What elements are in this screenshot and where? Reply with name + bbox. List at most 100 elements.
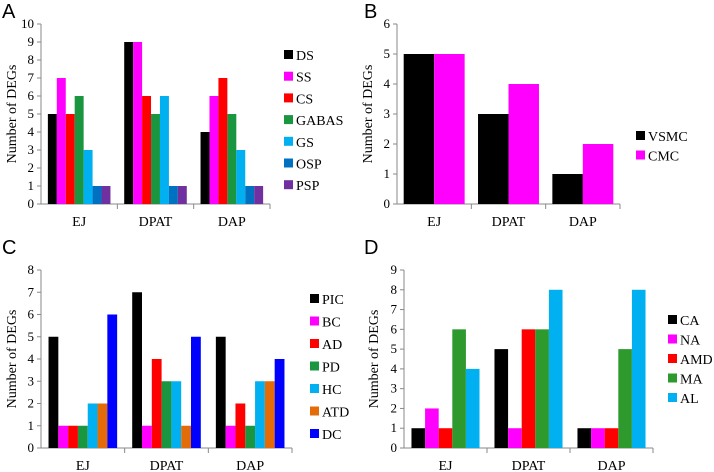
- bar-ma-dap: [618, 349, 632, 448]
- bar-bc-dap: [225, 425, 236, 448]
- bar-bc-dpat: [141, 425, 152, 448]
- bar-pic-dap: [215, 336, 226, 448]
- y-tick-label: 6: [391, 321, 398, 336]
- bar-gabas-dap: [227, 114, 237, 204]
- bar-osp-dap: [245, 186, 255, 204]
- bar-ds-ej: [47, 114, 57, 204]
- x-tick-label: EJ: [76, 459, 91, 472]
- legend-label: AL: [680, 392, 699, 407]
- legend-label: MA: [680, 373, 703, 388]
- bar-ds-dpat: [124, 42, 134, 204]
- bar-cmc-dpat: [508, 84, 539, 204]
- y-tick-label: 7: [28, 284, 35, 299]
- y-tick-label: 0: [28, 440, 35, 455]
- x-tick-label: DPAT: [150, 459, 184, 472]
- panel-label: D: [364, 237, 378, 259]
- bar-gs-ej: [83, 150, 93, 204]
- panel-label: A: [2, 1, 16, 23]
- bar-al-dpat: [548, 289, 563, 448]
- bar-pic-ej: [48, 336, 59, 448]
- bar-ca-dpat: [494, 349, 509, 448]
- bar-cmc-dap: [582, 144, 614, 204]
- x-tick-label: DAP: [218, 215, 246, 230]
- legend-swatch: [310, 294, 319, 303]
- bar-al-ej: [465, 368, 480, 448]
- y-tick-label: 1: [391, 420, 398, 435]
- bar-osp-ej: [92, 186, 102, 204]
- bar-pic-dpat: [132, 292, 142, 448]
- legend-swatch: [284, 158, 293, 168]
- x-tick-label: DAP: [236, 459, 264, 472]
- bar-psp-ej: [101, 186, 111, 204]
- x-tick-label: DPAT: [139, 215, 173, 230]
- bar-atd-dap: [264, 381, 275, 448]
- legend-label: PSP: [296, 179, 320, 194]
- bar-gs-dap: [236, 150, 246, 204]
- legend-label: ATD: [322, 406, 349, 421]
- x-tick-label: DAP: [569, 215, 597, 230]
- bar-ss-dap: [209, 96, 219, 204]
- x-tick-label: EJ: [427, 215, 442, 230]
- bar-pd-dpat: [161, 381, 172, 448]
- bar-ss-dpat: [133, 42, 143, 204]
- bar-ma-ej: [452, 329, 466, 448]
- bar-amd-dap: [604, 428, 619, 448]
- legend-swatch: [668, 315, 677, 324]
- x-tick-label: EJ: [72, 215, 87, 230]
- bar-na-ej: [425, 408, 439, 448]
- legend-label: PD: [322, 361, 340, 376]
- legend-swatch: [284, 136, 293, 146]
- legend-label: BC: [322, 316, 341, 331]
- bar-hc-dpat: [171, 381, 182, 448]
- y-tick-label: 5: [384, 46, 391, 61]
- y-tick-label: 4: [391, 361, 398, 376]
- y-tick-label: 2: [384, 136, 391, 151]
- y-tick-label: 6: [384, 16, 391, 31]
- y-tick-label: 0: [391, 440, 398, 455]
- legend-label: OSP: [296, 158, 322, 173]
- y-axis-label: Number of DEGs: [367, 310, 382, 409]
- y-tick-label: 8: [391, 282, 398, 297]
- bar-atd-ej: [97, 403, 108, 448]
- legend-swatch: [668, 334, 677, 344]
- bar-psp-dpat: [177, 186, 187, 204]
- y-tick-label: 9: [391, 262, 398, 277]
- bar-dc-dpat: [191, 336, 201, 448]
- x-tick-label: EJ: [439, 459, 454, 472]
- y-tick-label: 5: [391, 341, 398, 356]
- legend-label: GS: [296, 136, 314, 151]
- bar-cs-ej: [65, 114, 75, 204]
- legend-swatch: [636, 150, 645, 160]
- legend-label: VSMC: [648, 130, 688, 145]
- y-tick-label: 2: [28, 160, 35, 175]
- bar-dc-ej: [107, 314, 118, 448]
- bar-ca-ej: [411, 428, 426, 448]
- bar-atd-dpat: [181, 425, 192, 448]
- bar-gs-dpat: [159, 96, 169, 204]
- y-tick-label: 8: [28, 262, 35, 277]
- legend-swatch: [310, 316, 319, 326]
- bar-pd-dap: [245, 425, 256, 448]
- legend-swatch: [310, 339, 319, 348]
- y-tick-label: 3: [391, 381, 398, 396]
- y-axis-label: Number of DEGs: [361, 65, 376, 164]
- y-tick-label: 9: [28, 34, 35, 49]
- bar-bc-ej: [58, 425, 69, 448]
- y-tick-label: 3: [28, 142, 35, 157]
- y-tick-label: 6: [28, 88, 35, 103]
- legend-label: DC: [322, 428, 341, 443]
- bar-ca-dap: [577, 428, 592, 448]
- x-tick-label: DPAT: [512, 459, 546, 472]
- y-tick-label: 8: [28, 52, 35, 67]
- bar-vsmc-dap: [552, 174, 583, 204]
- legend-label: GABAS: [296, 114, 343, 129]
- bar-amd-dpat: [521, 329, 536, 448]
- bar-ma-dpat: [535, 329, 549, 448]
- bar-vsmc-dpat: [478, 114, 509, 204]
- bar-cs-dpat: [142, 96, 152, 204]
- legend-swatch: [284, 180, 293, 190]
- y-tick-label: 3: [384, 106, 391, 121]
- bar-osp-dpat: [168, 186, 178, 204]
- legend-label: HC: [322, 383, 341, 398]
